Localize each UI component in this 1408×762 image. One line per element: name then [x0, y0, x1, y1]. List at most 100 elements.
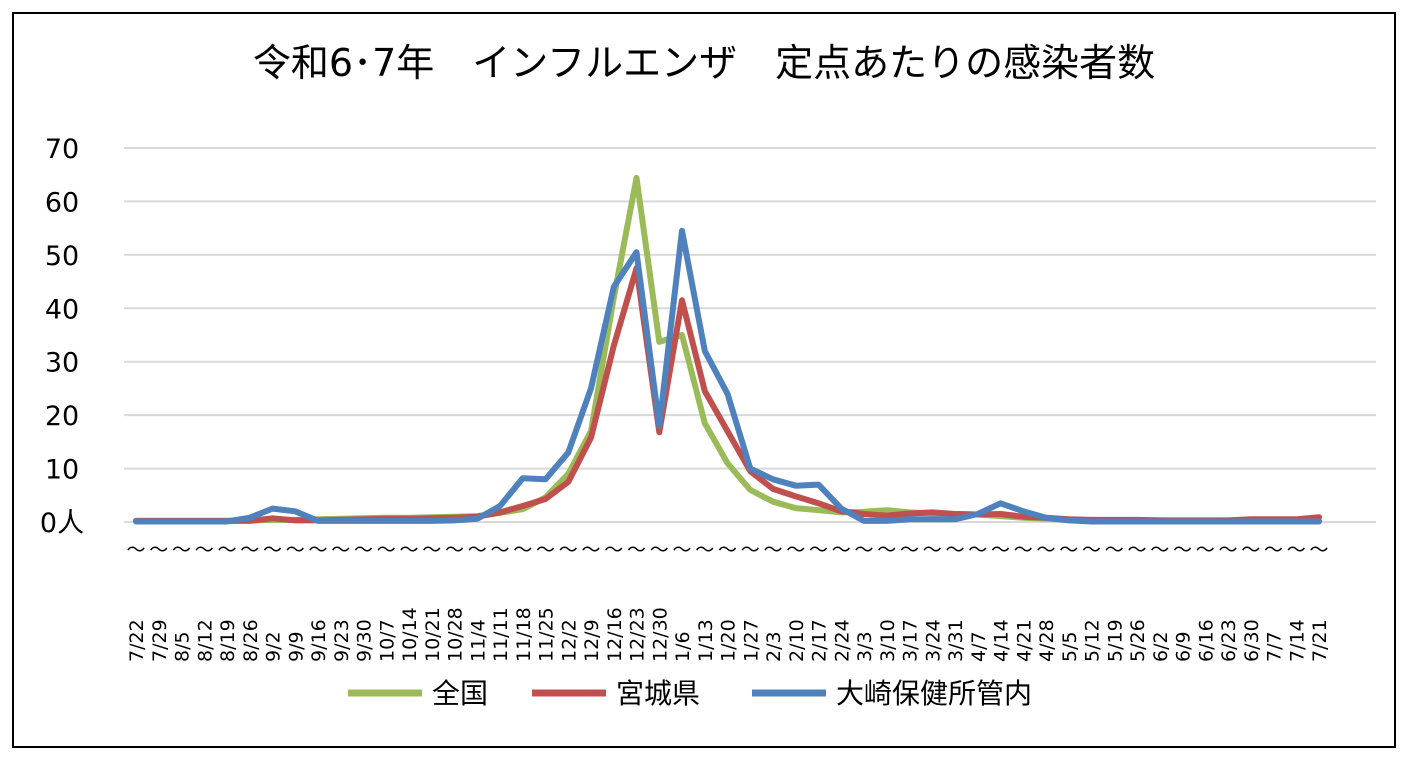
x-tick-separator: ～	[1173, 539, 1192, 561]
x-tick-separator: ～	[399, 539, 418, 561]
x-tick-label: 4/7	[968, 631, 990, 662]
x-tick-separator: ～	[1264, 539, 1283, 561]
x-tick-label: 3/24	[922, 619, 944, 662]
x-tick-label: 4/21	[1013, 619, 1035, 662]
x-tick-label: 6/9	[1173, 631, 1195, 662]
chart-title: 令和6･7年 インフルエンザ 定点あたりの感染者数	[253, 41, 1155, 85]
x-tick-separator: ～	[1014, 539, 1033, 561]
x-tick-separator: ～	[195, 539, 214, 561]
x-tick-label: 9/16	[308, 619, 330, 662]
x-tick-label: 8/26	[240, 619, 262, 662]
x-tick-label: 10/21	[422, 607, 444, 662]
y-axis: 0人 10 20 30 40 50 60 70	[40, 134, 84, 539]
x-tick-label: 7/29	[149, 619, 171, 662]
x-tick-label: 7/7	[1264, 631, 1286, 662]
x-tick-separator: ～	[741, 539, 760, 561]
x-tick-label: 8/19	[217, 619, 239, 662]
x-tick-separator: ～	[1196, 539, 1215, 561]
x-tick-label: 2/17	[809, 619, 831, 662]
y-tick-label: 50	[45, 241, 79, 272]
x-tick-separator: ～	[445, 539, 464, 561]
x-tick-label: 5/5	[1059, 631, 1081, 662]
x-tick-label: 4/28	[1036, 619, 1058, 662]
x-tick-separator: ～	[536, 539, 555, 561]
x-tick-label: 11/4	[467, 619, 489, 662]
x-tick-label: 7/22	[126, 619, 148, 662]
x-tick-separator: ～	[1241, 539, 1260, 561]
x-tick-separator: ～	[286, 539, 305, 561]
x-tick-separator: ～	[991, 539, 1010, 561]
y-tick-label: 30	[45, 348, 79, 379]
x-tick-label: 6/16	[1195, 619, 1217, 662]
x-tick-label: 12/2	[558, 619, 580, 662]
x-axis: ～ 7/22 ～ 7/29 ～ 8/5 ～ 8/12 ～ 8/19 ～ 8/26 ～ 9/2 ～ 9/9 ～ 9/…	[126, 539, 1331, 662]
x-tick-separator: ～	[172, 539, 191, 561]
y-tick-label: 60	[45, 187, 79, 218]
x-tick-separator: ～	[627, 539, 646, 561]
x-tick-label: 6/23	[1218, 619, 1240, 662]
x-tick-separator: ～	[331, 539, 350, 561]
x-tick-separator: ～	[1150, 539, 1169, 561]
x-tick-separator: ～	[809, 539, 828, 561]
x-tick-separator: ～	[945, 539, 964, 561]
x-tick-separator: ～	[1082, 539, 1101, 561]
x-tick-separator: ～	[695, 539, 714, 561]
x-tick-label: 6/2	[1150, 631, 1172, 662]
x-tick-separator: ～	[1287, 539, 1306, 561]
x-tick-separator: ～	[308, 539, 327, 561]
x-tick-label: 9/2	[263, 631, 285, 662]
x-tick-label: 10/14	[399, 607, 421, 662]
x-tick-separator: ～	[126, 539, 145, 561]
x-tick-separator: ～	[217, 539, 236, 561]
x-tick-label: 9/30	[354, 619, 376, 662]
x-tick-label: 3/31	[945, 619, 967, 662]
x-tick-label: 11/25	[536, 607, 558, 662]
x-tick-label: 7/21	[1309, 619, 1331, 662]
y-tick-label: 70	[45, 134, 79, 165]
x-tick-separator: ～	[149, 539, 168, 561]
x-tick-separator: ～	[923, 539, 942, 561]
x-tick-label: 5/26	[1127, 619, 1149, 662]
x-tick-separator: ～	[377, 539, 396, 561]
x-tick-separator: ～	[354, 539, 373, 561]
series-layer	[133, 174, 1322, 525]
x-tick-separator: ～	[900, 539, 919, 561]
x-tick-separator: ～	[718, 539, 737, 561]
x-tick-label: 12/23	[627, 607, 649, 662]
x-tick-label: 2/3	[763, 631, 785, 662]
x-tick-separator: ～	[877, 539, 896, 561]
x-tick-label: 12/9	[581, 619, 603, 662]
x-tick-label: 1/27	[740, 619, 762, 662]
x-tick-separator: ～	[1059, 539, 1078, 561]
x-tick-label: 3/10	[877, 619, 899, 662]
y-tick-label: 20	[45, 401, 79, 432]
x-tick-label: 1/13	[695, 619, 717, 662]
x-tick-label: 12/16	[604, 607, 626, 662]
series-line-2	[133, 227, 1322, 525]
x-tick-separator: ～	[786, 539, 805, 561]
x-tick-separator: ～	[604, 539, 623, 561]
x-tick-separator: ～	[422, 539, 441, 561]
x-tick-separator: ～	[1218, 539, 1237, 561]
x-tick-separator: ～	[1105, 539, 1124, 561]
legend-label-2: 大崎保健所管内	[836, 677, 1032, 710]
x-tick-label: 1/6	[672, 631, 694, 662]
x-tick-separator: ～	[1309, 539, 1328, 561]
x-tick-label: 5/19	[1104, 619, 1126, 662]
x-tick-label: 5/12	[1082, 619, 1104, 662]
x-tick-separator: ～	[263, 539, 282, 561]
x-tick-label: 3/17	[900, 619, 922, 662]
y-tick-label: 0人	[40, 508, 84, 539]
legend: 全国 宮城県 大崎保健所管内	[348, 677, 1032, 710]
y-tick-label: 10	[45, 455, 79, 486]
x-tick-separator: ～	[672, 539, 691, 561]
x-tick-separator: ～	[1127, 539, 1146, 561]
x-tick-label: 3/3	[854, 631, 876, 662]
x-tick-label: 1/20	[718, 619, 740, 662]
x-tick-label: 9/23	[331, 619, 353, 662]
legend-label-1: 宮城県	[616, 677, 700, 710]
legend-label-0: 全国	[432, 677, 488, 710]
x-tick-label: 8/12	[194, 619, 216, 662]
x-tick-separator: ～	[513, 539, 532, 561]
x-tick-label: 11/11	[490, 607, 512, 662]
